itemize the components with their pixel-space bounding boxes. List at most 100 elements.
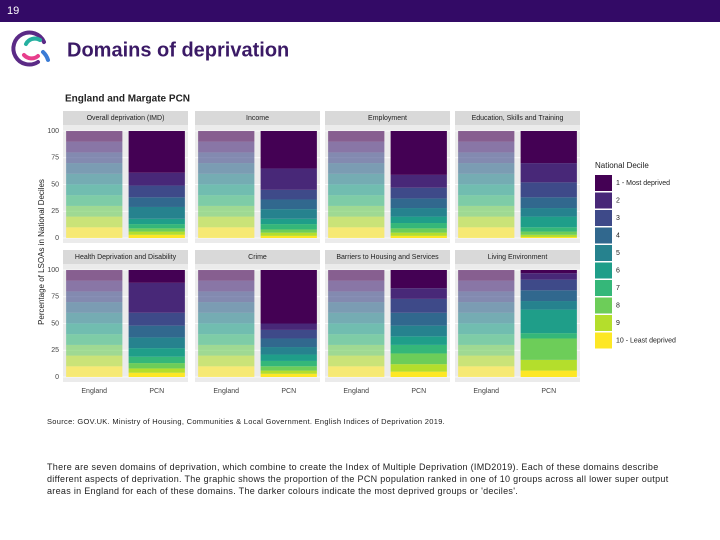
bar-segment: [520, 279, 577, 291]
bar-segment: [520, 333, 577, 339]
bar-segment: [198, 141, 255, 153]
bar-segment: [520, 273, 577, 280]
legend-swatch: [595, 192, 612, 209]
bar-segment: [520, 359, 577, 371]
bar-segment: [260, 347, 317, 355]
legend-swatch: [595, 280, 612, 296]
bar-segment: [328, 366, 385, 377]
bar-segment: [128, 325, 185, 338]
strip: [63, 111, 188, 125]
bar-segment: [260, 338, 317, 348]
bar-segment: [390, 325, 447, 337]
bar-segment: [66, 334, 123, 345]
bar-segment: [520, 216, 577, 228]
bar-segment: [328, 323, 385, 335]
bar-segment: [458, 163, 515, 174]
bar-segment: [66, 280, 123, 292]
bar-segment: [260, 235, 317, 238]
x-tick-label: England: [473, 388, 499, 395]
bar-segment: [66, 184, 123, 196]
facet-title: Crime: [248, 254, 267, 261]
bar-segment: [520, 301, 577, 310]
bar-segment: [128, 206, 185, 219]
legend-label: 6: [616, 267, 620, 274]
facet-title: Health Deprivation and Disability: [75, 254, 177, 261]
bar-segment: [198, 131, 255, 142]
bar-segment: [66, 355, 123, 367]
bar-segment: [328, 152, 385, 164]
bar-segment: [198, 312, 255, 324]
bar-segment: [66, 152, 123, 164]
bar-segment: [520, 208, 577, 217]
strip: [195, 111, 320, 125]
bar-segment: [328, 291, 385, 303]
bar-segment: [66, 227, 123, 238]
strip: [325, 250, 450, 264]
facet-title: Education, Skills and Training: [472, 115, 564, 122]
bar-segment: [66, 216, 123, 228]
bar-segment: [328, 334, 385, 345]
bar-segment: [328, 184, 385, 196]
slide-title: Domains of deprivation: [67, 39, 289, 61]
legend-label: 5: [616, 250, 620, 257]
bar-segment: [458, 323, 515, 335]
bar-segment: [458, 227, 515, 238]
bar-segment: [260, 131, 317, 169]
bar-segment: [66, 205, 123, 217]
legend-title: National Decile: [595, 161, 649, 170]
legend-label: 1 - Most deprived: [616, 180, 670, 187]
bar-segment: [128, 228, 185, 232]
bar-segment: [390, 364, 447, 372]
bar-segment: [520, 338, 577, 360]
bar-segment: [66, 131, 123, 142]
legend-swatch: [595, 245, 612, 261]
bar-segment: [390, 174, 447, 188]
slide-number: 19: [7, 5, 19, 17]
y-tick-label: 25: [51, 208, 59, 215]
bar-segment: [128, 234, 185, 238]
bar-segment: [390, 288, 447, 299]
y-tick-label: 75: [51, 155, 59, 162]
bar-segment: [390, 270, 447, 289]
bar-segment: [390, 336, 447, 345]
bar-segment: [390, 187, 447, 199]
y-tick-label: 100: [47, 267, 59, 274]
bar-segment: [458, 270, 515, 281]
y-tick-label: 50: [51, 181, 59, 188]
bar-segment: [260, 224, 317, 230]
legend-label: 7: [616, 285, 620, 292]
bar-segment: [328, 205, 385, 217]
bar-segment: [128, 363, 185, 369]
bar-segment: [260, 168, 317, 190]
bar-segment: [520, 231, 577, 235]
bar-segment: [328, 131, 385, 142]
legend-label: 4: [616, 232, 620, 239]
bar-segment: [198, 205, 255, 217]
bar-segment: [260, 323, 317, 330]
legend-swatch: [595, 297, 612, 314]
legend-label: 3: [616, 215, 620, 222]
bar-segment: [260, 373, 317, 377]
bar-segment: [66, 302, 123, 313]
bar-segment: [520, 163, 577, 183]
x-tick-label: England: [213, 388, 239, 395]
bar-segment: [128, 185, 185, 198]
bar-segment: [198, 344, 255, 356]
bar-segment: [260, 218, 317, 225]
bar-segment: [198, 195, 255, 206]
bar-segment: [260, 270, 317, 324]
bar-segment: [520, 309, 577, 334]
bar-segment: [458, 184, 515, 196]
x-tick-label: PCN: [149, 388, 164, 395]
bar-segment: [520, 270, 577, 274]
body-text: There are seven domains of deprivation, …: [47, 462, 669, 496]
bar-segment: [198, 227, 255, 238]
bar-segment: [66, 291, 123, 303]
legend-label: 8: [616, 302, 620, 309]
facet-title: Overall deprivation (IMD): [87, 115, 165, 122]
bar-segment: [328, 270, 385, 281]
bar-segment: [520, 182, 577, 198]
bar-segment: [390, 131, 447, 175]
